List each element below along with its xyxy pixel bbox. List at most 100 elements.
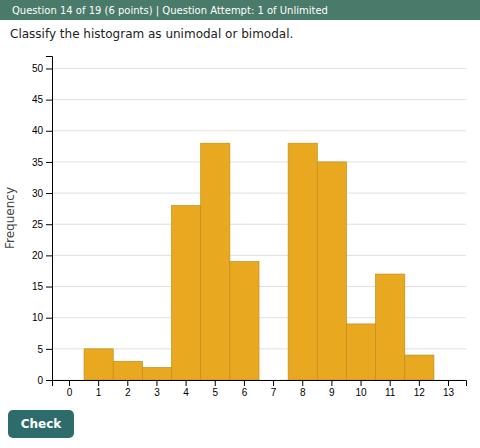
tick-label: 11 <box>385 387 396 398</box>
tick-mark <box>127 380 128 386</box>
tick-mark <box>186 380 187 386</box>
tick-label: 25 <box>32 219 44 230</box>
tick: 13 <box>443 380 455 398</box>
tick-label: 12 <box>414 387 426 398</box>
grid-line <box>52 224 466 225</box>
tick-label: 0 <box>67 387 73 398</box>
bar <box>434 380 463 381</box>
bar <box>172 206 201 380</box>
tick-mark <box>46 68 52 69</box>
tick-mark <box>156 380 157 386</box>
tick-mark <box>46 287 52 288</box>
y-axis: 05101520253035404550 <box>32 57 53 386</box>
tick-mark <box>46 193 52 194</box>
bar <box>259 380 288 381</box>
tick-mark <box>215 380 216 386</box>
tick-mark <box>419 380 420 386</box>
tick: 45 <box>32 94 52 105</box>
bar <box>317 162 346 380</box>
header-text: Question 14 of 19 (6 points) | Question … <box>12 5 328 17</box>
tick-mark <box>46 162 52 163</box>
tick: 0 <box>37 375 52 386</box>
tick: 40 <box>32 125 52 136</box>
bar <box>55 380 84 381</box>
grid-line <box>52 130 466 131</box>
tick-label: 2 <box>125 387 131 398</box>
bar <box>201 143 230 380</box>
tick-mark <box>244 380 245 386</box>
x-axis: 012345678910111213 <box>53 380 467 398</box>
tick-label: 4 <box>183 387 189 398</box>
tick-mark <box>448 380 449 386</box>
question-text: Classify the histogram as unimodal or bi… <box>10 27 293 41</box>
tick-label: 3 <box>154 387 160 398</box>
grid-line <box>52 161 466 162</box>
bars <box>84 143 434 380</box>
axis-line <box>53 381 467 387</box>
grid-line <box>52 193 466 194</box>
tick: 9 <box>329 380 335 398</box>
tick-mark <box>46 380 52 381</box>
tick-mark <box>302 380 303 386</box>
tick-mark <box>390 380 391 386</box>
check-button-label[interactable]: Check <box>21 417 63 431</box>
tick-label: 5 <box>37 344 43 355</box>
bar <box>376 274 405 380</box>
tick-mark <box>46 224 52 225</box>
tick: 30 <box>32 188 52 199</box>
tick-label: 8 <box>300 387 306 398</box>
tick: 7 <box>271 380 277 398</box>
tick-label: 0 <box>37 375 43 386</box>
check-button[interactable]: Check <box>8 410 74 438</box>
y-axis-title: Frequency <box>3 187 17 249</box>
header-bar <box>0 0 480 20</box>
tick: 6 <box>242 380 248 398</box>
tick-label: 50 <box>32 63 44 74</box>
tick: 3 <box>154 380 160 398</box>
tick-mark <box>46 131 52 132</box>
grid-line <box>52 68 466 69</box>
tick: 50 <box>32 63 52 74</box>
tick-label: 1 <box>96 387 102 398</box>
plot: 01234567891011121305101520253035404550 <box>32 57 467 399</box>
tick-label: 9 <box>329 387 335 398</box>
tick-mark <box>69 380 70 386</box>
tick-mark <box>46 318 52 319</box>
tick: 4 <box>183 380 189 398</box>
bar <box>288 143 317 380</box>
tick: 5 <box>212 380 218 398</box>
tick-label: 40 <box>32 125 44 136</box>
tick-mark <box>331 380 332 386</box>
tick-mark <box>46 349 52 350</box>
tick-mark <box>46 255 52 256</box>
tick-label: 20 <box>32 250 44 261</box>
tick: 25 <box>32 219 52 230</box>
tick: 8 <box>300 380 306 398</box>
tick-label: 13 <box>443 387 455 398</box>
tick-label: 45 <box>32 94 44 105</box>
tick: 20 <box>32 250 52 261</box>
tick-mark <box>273 380 274 386</box>
tick: 0 <box>67 380 73 398</box>
tick-label: 5 <box>212 387 218 398</box>
bar <box>405 355 434 380</box>
bar <box>142 368 171 380</box>
tick-label: 10 <box>355 387 367 398</box>
grid-line <box>52 99 466 100</box>
tick: 10 <box>32 312 52 323</box>
tick: 5 <box>37 344 52 355</box>
tick-mark <box>98 380 99 386</box>
tick-mark <box>361 380 362 386</box>
tick-label: 35 <box>32 157 44 168</box>
tick: 1 <box>96 380 102 398</box>
tick-mark <box>46 100 52 101</box>
bar <box>84 349 113 380</box>
grid <box>52 68 466 380</box>
check-button-bg[interactable] <box>8 410 74 438</box>
bar <box>346 324 375 380</box>
chart: Question 14 of 19 (6 points) | Question … <box>0 0 480 448</box>
axis-line <box>46 57 53 381</box>
tick-label: 6 <box>242 387 248 398</box>
tick-label: 30 <box>32 188 44 199</box>
tick-label: 7 <box>271 387 277 398</box>
